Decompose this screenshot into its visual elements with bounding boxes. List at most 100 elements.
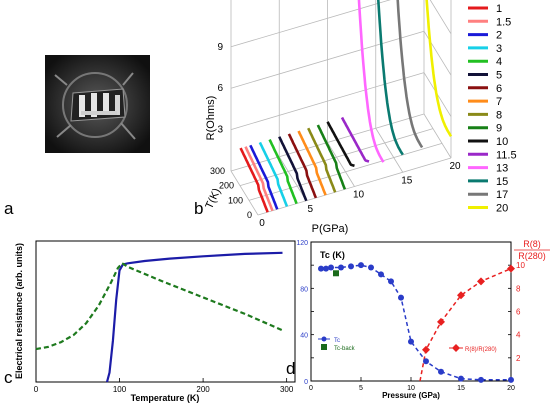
sample-photo xyxy=(45,55,150,153)
y-right-tick-label: 2 xyxy=(516,354,521,363)
z-tick-label: 6 xyxy=(217,83,223,94)
r-ratio-fit-line xyxy=(419,267,512,382)
side-grid xyxy=(423,30,452,76)
tc-point xyxy=(458,375,464,382)
legend-marker xyxy=(452,344,460,352)
series-line-9 xyxy=(316,124,347,190)
x-tick-label: 5 xyxy=(359,385,363,392)
floor-edge xyxy=(423,113,452,159)
legend-label: 4 xyxy=(496,56,502,68)
legend-label: 9 xyxy=(496,123,502,135)
y-left-tick-label: 80 xyxy=(300,286,308,293)
series-line-solid xyxy=(105,251,283,383)
series-line-8 xyxy=(307,127,337,193)
series-line-17 xyxy=(396,0,424,149)
tc-point xyxy=(438,368,444,375)
r-ratio-point xyxy=(477,277,485,286)
r-ratio-point xyxy=(437,317,445,326)
z-tick-label: 9 xyxy=(217,42,223,53)
legend-label: 3 xyxy=(496,43,502,55)
floor-grid xyxy=(327,142,355,187)
left-axis-label: Tc (K) xyxy=(320,250,345,260)
x-tick-label: 10 xyxy=(353,190,365,201)
tc-point xyxy=(408,338,414,345)
series-line-dashed xyxy=(35,261,283,351)
plot-frame xyxy=(35,240,296,383)
panel-label-c: c xyxy=(4,368,13,387)
r-ratio-point xyxy=(422,345,430,354)
legend-label: 10 xyxy=(496,136,508,148)
x-tick-label: 20 xyxy=(449,161,461,172)
series-line-5 xyxy=(278,136,308,202)
floor-grid xyxy=(375,128,404,173)
legend-label: 15 xyxy=(496,176,508,188)
panel-label-b: b xyxy=(194,199,204,218)
y-tick-label: 100 xyxy=(228,195,243,205)
tc-point xyxy=(388,278,394,285)
floor-grid xyxy=(248,142,443,201)
legend-label: 5 xyxy=(496,70,502,82)
y-right-tick-label: 6 xyxy=(516,308,521,317)
series-line-2 xyxy=(249,144,279,210)
y-left-tick-label: 120 xyxy=(296,240,308,247)
y-left-tick-label: 40 xyxy=(300,333,308,340)
y-left-tick-label: 0 xyxy=(304,379,308,386)
tc-back-point xyxy=(333,270,339,277)
tc-point xyxy=(378,271,384,278)
y-tick-label: 0 xyxy=(247,210,252,220)
tc-point xyxy=(323,265,329,272)
chart-d: 0 5 10 15 20 0 40 80 120 2 4 6 8 10 Tc Tc-back R(8)/R(2… xyxy=(296,239,550,400)
tc-fit-line xyxy=(321,264,511,381)
legend-label: 2 xyxy=(496,30,502,42)
y-right-tick-label: 10 xyxy=(516,261,525,270)
series-line-10 xyxy=(326,121,356,168)
x-tick-label: 0 xyxy=(34,385,39,394)
tc-point xyxy=(348,263,354,270)
tc-point xyxy=(328,264,334,271)
y-tick-label: 300 xyxy=(210,166,225,176)
series-line-6 xyxy=(287,133,318,199)
legend-label: 1 xyxy=(496,3,502,15)
series-line-1 xyxy=(239,147,269,213)
r-ratio-point xyxy=(507,264,515,273)
side-grid xyxy=(429,0,452,35)
x-tick-label: 5 xyxy=(307,204,313,215)
x-tick-label: 15 xyxy=(457,385,465,392)
panel-label-a: a xyxy=(4,199,14,218)
series-line-11.5 xyxy=(340,116,370,163)
floor-edge xyxy=(230,170,259,216)
tc-point xyxy=(368,264,374,271)
tc-point xyxy=(508,376,514,383)
tc-point xyxy=(398,294,404,301)
legend-label: 8 xyxy=(496,109,502,121)
z-tick-label: 3 xyxy=(217,125,223,136)
y-axis-label: Electrical resistance (arb. units) xyxy=(14,243,24,379)
series-line-13 xyxy=(357,0,385,163)
legend-label: Tc xyxy=(334,338,340,344)
series-line-3 xyxy=(258,141,289,207)
x-tick-label: 15 xyxy=(401,175,413,186)
x-axis-label: P(GPa) xyxy=(312,223,349,235)
x-axis-label: Pressure (GPa) xyxy=(382,391,440,400)
floor-grid xyxy=(239,128,434,187)
legend-label: 6 xyxy=(496,83,502,95)
x-tick-label: 20 xyxy=(507,385,515,392)
tc-point xyxy=(478,376,484,383)
floor-grid xyxy=(278,156,307,201)
tc-point xyxy=(318,265,324,272)
legend-label: 17 xyxy=(496,189,508,201)
x-tick-label: 0 xyxy=(309,385,313,392)
legend-label: R(8)/R(280) xyxy=(465,347,497,353)
x-tick-label: 0 xyxy=(259,218,265,229)
series-line-4 xyxy=(268,139,298,205)
plot-frame xyxy=(310,241,512,382)
x-tick-label: 300 xyxy=(280,385,294,394)
series-line-7 xyxy=(297,130,327,196)
series-line-15 xyxy=(377,0,404,156)
legend-label: 13 xyxy=(496,163,508,175)
x-axis-label: Temperature (K) xyxy=(131,393,200,403)
tc-point xyxy=(358,262,364,269)
series-line-1.5 xyxy=(244,146,274,212)
